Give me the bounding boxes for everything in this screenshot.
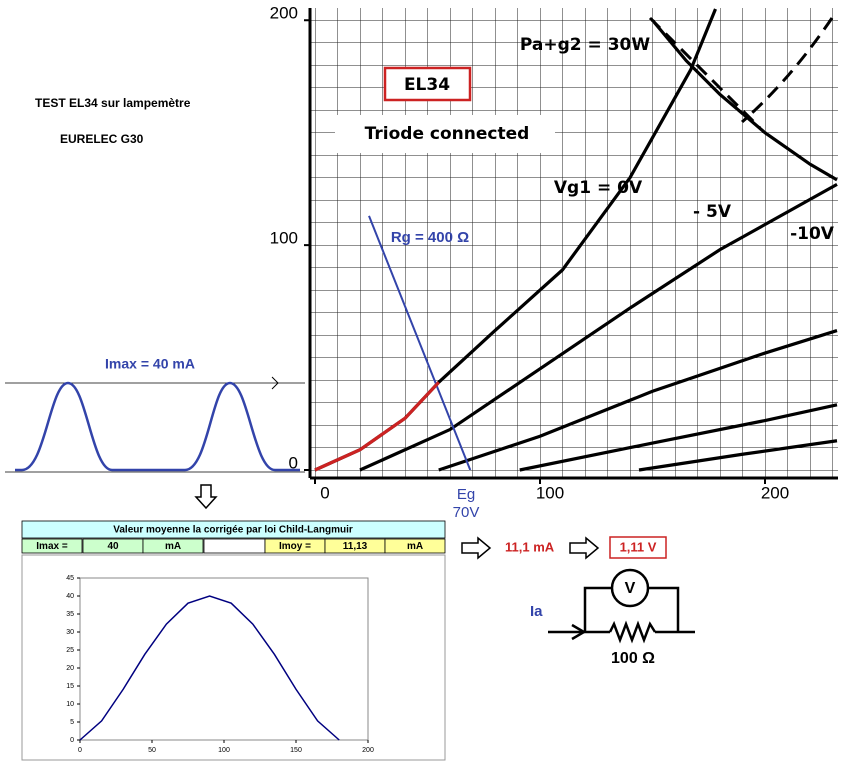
- dashed-limit: [741, 17, 834, 124]
- table-cell: [21, 538, 83, 554]
- chart-subtitle: Triode connected: [365, 124, 530, 144]
- header-line: EURELEC G30: [60, 132, 144, 146]
- title-box: [383, 66, 472, 102]
- y-tick-label: 0: [70, 737, 74, 744]
- curve: [359, 183, 838, 472]
- y-tick-label: 100: [270, 229, 298, 248]
- y-tick-label: 35: [66, 611, 74, 618]
- x-tick-label: 50: [148, 747, 156, 754]
- y-tick-label: 40: [66, 593, 74, 600]
- x-tick-label: 0: [320, 483, 329, 502]
- cell-text: Imoy =: [279, 541, 311, 552]
- cell-text: mA: [407, 541, 423, 552]
- curve: [79, 595, 340, 741]
- result-current: 11,1 mA: [505, 539, 555, 554]
- y-tick-label: 25: [66, 647, 74, 654]
- y-tick-label: 10: [66, 701, 74, 708]
- x-tick-label: 150: [290, 747, 302, 754]
- voltmeter: [610, 568, 650, 608]
- y-tick-label: 15: [66, 683, 74, 690]
- series-label: Pa+g2 = 30W: [520, 35, 650, 55]
- y-tick-label: 0: [289, 453, 298, 472]
- table-cell: [203, 538, 266, 554]
- meter-label: V: [625, 580, 636, 597]
- table-cell: [142, 538, 204, 554]
- arrow-right: [461, 536, 492, 560]
- curve: [368, 215, 472, 471]
- cell-text: mA: [165, 541, 181, 552]
- table-title-bg: [21, 520, 446, 539]
- plot-frame: [79, 577, 369, 741]
- resistor: [608, 620, 657, 644]
- x-tick-label: 100: [218, 747, 230, 754]
- cell-text: 11,13: [343, 541, 368, 552]
- curve: [519, 403, 838, 472]
- wires: [548, 586, 695, 634]
- waveform-label: Imax = 40 mA: [105, 356, 195, 372]
- curve: [638, 439, 838, 472]
- y-tick-label: 200: [270, 4, 298, 23]
- y-tick-label: 5: [70, 719, 74, 726]
- annotation: 70V: [453, 504, 480, 521]
- y-tick-label: 20: [66, 665, 74, 672]
- x-tick-label: 200: [362, 747, 374, 754]
- y-tick-label: 45: [66, 575, 74, 582]
- resistor-label: 100 Ω: [611, 650, 655, 667]
- series-label: Vg1 = 0V: [554, 178, 643, 198]
- x-tick-label: 100: [536, 483, 564, 502]
- table-cell: [384, 538, 446, 554]
- current-arrow: [571, 623, 587, 641]
- arrow-right: [569, 536, 600, 560]
- table-title: Valeur moyenne la corrigée par loi Child…: [113, 525, 353, 536]
- series-label: -10V: [790, 224, 835, 244]
- y-tick-label: 30: [66, 629, 74, 636]
- curve: [314, 381, 440, 472]
- cell-text: 40: [107, 541, 119, 552]
- series-label: - 5V: [693, 202, 732, 222]
- dashed-limit: [648, 16, 762, 130]
- chart-title: EL34: [404, 75, 450, 95]
- arrow: [271, 376, 279, 390]
- curve: [438, 329, 838, 472]
- annotation: Eg: [457, 486, 475, 503]
- result-voltage: 1,11 V: [620, 539, 657, 554]
- series-label: Rg = 400 Ω: [391, 229, 469, 246]
- curve: [651, 19, 838, 182]
- arrow-down: [194, 484, 218, 510]
- waveform: [15, 381, 300, 472]
- x-tick-label: 0: [78, 747, 82, 754]
- result-box: [609, 536, 667, 559]
- header-line: TEST EL34 sur lampemètre: [35, 96, 191, 110]
- current-label: Ia: [530, 603, 543, 620]
- x-tick-label: 200: [761, 483, 789, 502]
- cell-text: Imax =: [36, 541, 68, 552]
- label-bg: [335, 115, 555, 153]
